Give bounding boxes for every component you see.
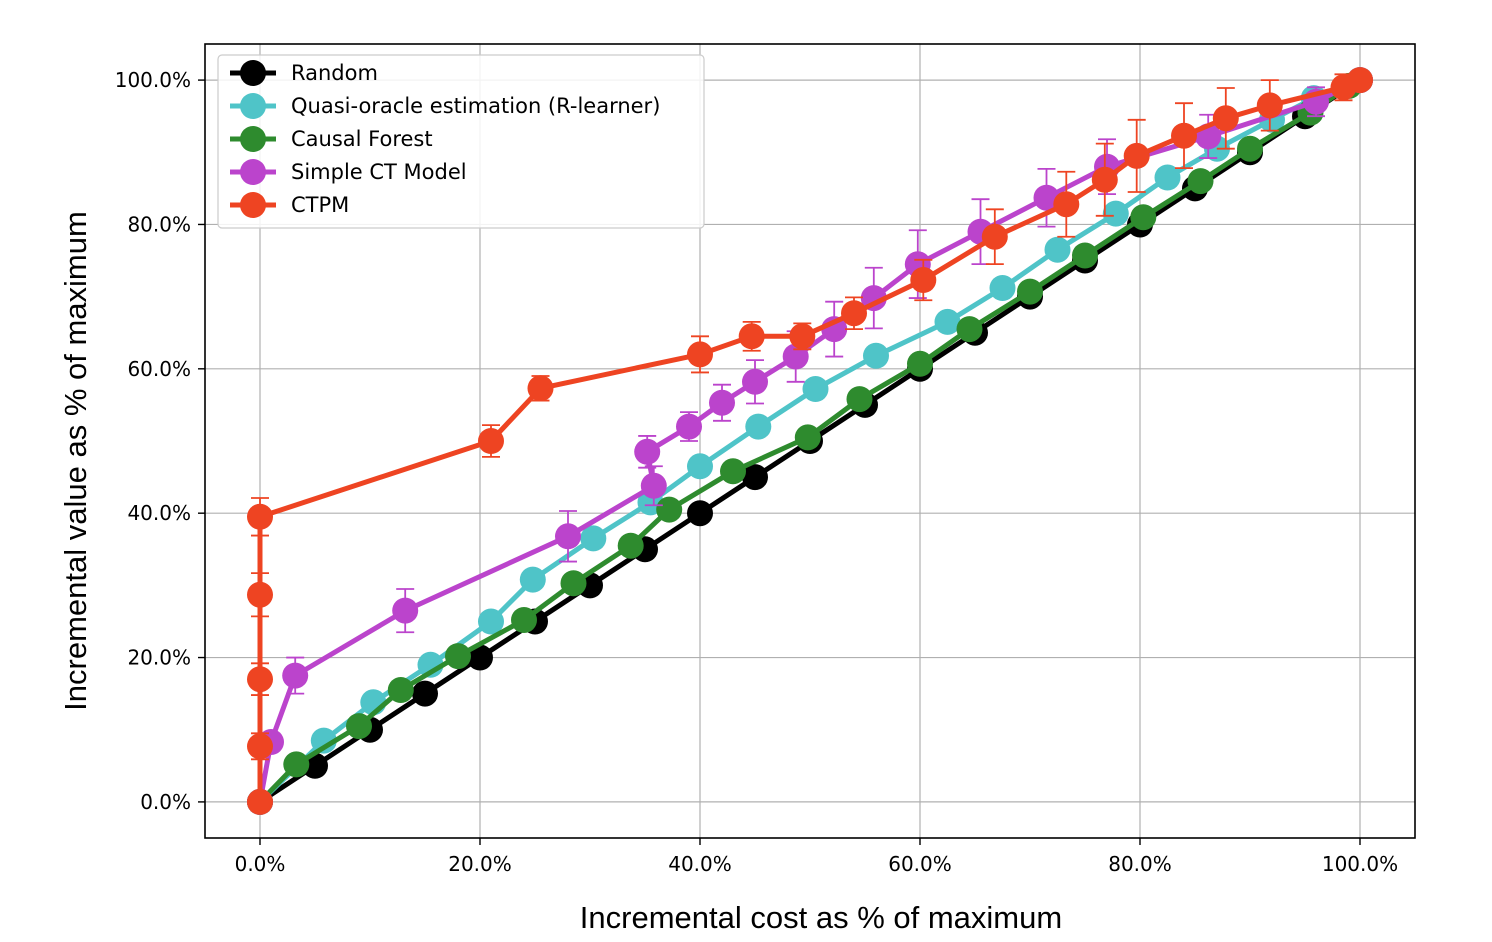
- x-tick-label: 20.0%: [448, 852, 512, 876]
- y-tick-label: 60.0%: [127, 357, 191, 381]
- legend-entry: Causal Forest: [291, 127, 433, 151]
- data-point: [789, 323, 816, 350]
- data-point: [1237, 135, 1263, 162]
- data-point: [687, 341, 713, 368]
- data-point: [247, 733, 273, 760]
- data-point: [283, 751, 310, 778]
- data-point: [247, 666, 273, 693]
- data-point: [478, 608, 504, 635]
- x-tick-label: 0.0%: [235, 852, 286, 876]
- data-point: [687, 500, 713, 527]
- x-tick-label: 40.0%: [668, 852, 732, 876]
- x-tick-label: 80.0%: [1108, 852, 1172, 876]
- data-point: [841, 300, 867, 327]
- data-point: [1130, 204, 1157, 231]
- legend-entry: CTPM: [291, 193, 349, 217]
- data-point: [1017, 278, 1043, 305]
- plot-frame: [204, 43, 1416, 839]
- data-point: [478, 428, 504, 454]
- data-point: [1091, 166, 1118, 193]
- data-point: [310, 727, 337, 754]
- legend-entry: Random: [291, 61, 378, 85]
- data-point: [467, 644, 493, 671]
- series-ctpm: [247, 67, 1373, 815]
- y-tick-label: 80.0%: [127, 212, 191, 236]
- legend-entry: Quasi-oracle estimation (R-learner): [291, 94, 660, 118]
- data-point: [511, 607, 537, 633]
- ticks: 0.0% 20.0% 40.0% 60.0% 80.0% 100.0% 0.0% 20.0% 4…: [115, 68, 1398, 876]
- y-tick-label: 40.0%: [127, 501, 191, 525]
- data-point: [617, 532, 644, 559]
- series-layer: [247, 67, 1373, 815]
- legend-box: [217, 54, 705, 229]
- data-point: [720, 458, 746, 485]
- data-point: [907, 350, 933, 377]
- data-point: [412, 680, 438, 707]
- data-point: [519, 566, 546, 593]
- data-point: [555, 523, 581, 550]
- y-axis-label: Incremental value as % of maximum: [58, 211, 93, 711]
- data-point: [282, 662, 309, 689]
- data-point: [863, 342, 889, 369]
- y-tick-label: 20.0%: [127, 646, 191, 670]
- data-point: [445, 643, 471, 670]
- x-tick-label: 100.0%: [1322, 852, 1398, 876]
- data-point: [640, 472, 667, 499]
- data-point: [910, 267, 937, 293]
- data-point: [989, 275, 1016, 301]
- data-point: [656, 496, 683, 523]
- data-point: [742, 368, 768, 395]
- data-point: [1256, 92, 1283, 119]
- data-point: [794, 424, 821, 451]
- legend: Random Quasi-oracle estimation (R-learner…: [217, 54, 705, 229]
- legend-entry: Simple CT Model: [291, 160, 467, 184]
- data-point: [709, 389, 735, 416]
- data-point: [560, 570, 587, 597]
- data-point: [1347, 67, 1373, 94]
- data-point: [1171, 122, 1197, 149]
- data-point: [1053, 191, 1080, 218]
- data-point: [1154, 164, 1181, 191]
- legend-marker: [240, 126, 266, 152]
- data-point: [580, 525, 607, 552]
- data-point: [745, 413, 772, 440]
- legend-marker: [240, 60, 266, 86]
- data-point: [1072, 242, 1098, 269]
- data-point: [934, 308, 961, 335]
- data-point: [738, 323, 765, 350]
- x-axis-label: Incremental cost as % of maximum: [580, 900, 1062, 935]
- data-point: [1212, 105, 1239, 132]
- legend-marker: [240, 93, 266, 119]
- data-point: [387, 677, 414, 703]
- legend-marker: [240, 192, 266, 218]
- data-point: [1044, 236, 1071, 263]
- legend-marker: [240, 159, 266, 185]
- data-point: [956, 316, 983, 343]
- data-point: [346, 713, 372, 740]
- data-point: [1033, 184, 1060, 211]
- x-tick-label: 60.0%: [888, 852, 952, 876]
- data-point: [634, 438, 661, 465]
- y-tick-label: 0.0%: [140, 790, 191, 814]
- data-point: [1102, 200, 1129, 227]
- data-point: [392, 597, 419, 624]
- data-point: [1187, 168, 1214, 195]
- data-point: [676, 413, 702, 440]
- data-point: [247, 788, 273, 815]
- data-point: [247, 581, 273, 608]
- data-point: [802, 376, 829, 402]
- data-point: [527, 375, 554, 402]
- data-point: [846, 386, 873, 413]
- data-point: [742, 464, 768, 491]
- y-tick-label: 100.0%: [115, 68, 191, 92]
- data-point: [247, 503, 273, 530]
- data-point: [981, 223, 1008, 250]
- data-point: [687, 453, 713, 480]
- data-point: [1123, 142, 1150, 169]
